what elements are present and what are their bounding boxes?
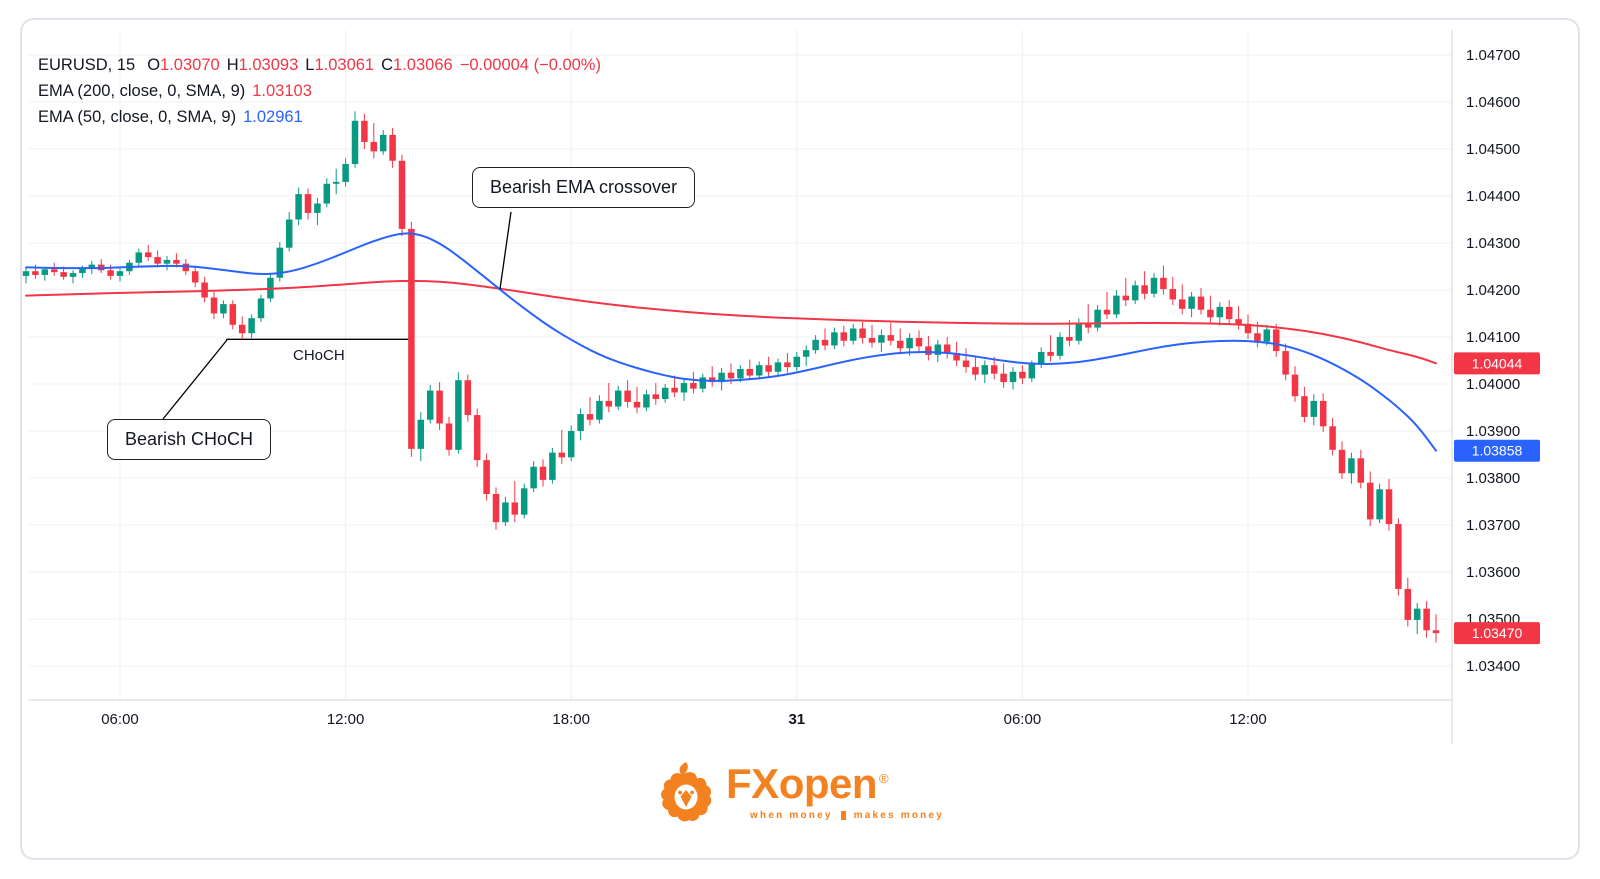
ema50-line[interactable] (25, 232, 1437, 452)
low-value: 1.03061 (314, 56, 375, 74)
close-value: 1.03066 (393, 56, 453, 74)
ema200-line[interactable] (25, 279, 1437, 365)
svg-text:1.03400: 1.03400 (1466, 658, 1520, 675)
svg-text:12:00: 12:00 (1229, 711, 1267, 728)
candles-layer[interactable] (22, 111, 1440, 643)
ema200-value: 1.03103 (252, 82, 312, 100)
high-label: H (226, 56, 239, 74)
wordmark-open: open (778, 760, 878, 807)
price-axis[interactable]: 1.04700 1.04600 1.04500 1.04400 1.04300 1.042… (1466, 47, 1520, 675)
annotation-connectors (162, 211, 512, 420)
low-value-pair: L 1.03061 (305, 56, 374, 75)
choch-label: CHoCH (293, 347, 345, 364)
svg-text:1.03470: 1.03470 (1472, 625, 1523, 641)
svg-text:1.04500: 1.04500 (1466, 141, 1520, 158)
svg-text:06:00: 06:00 (1004, 711, 1042, 728)
ema200-label: EMA (200, close, 0, SMA, 9) (38, 82, 246, 100)
svg-text:1.04000: 1.04000 (1466, 376, 1520, 393)
axis-lines (28, 30, 1453, 744)
fxopen-wordmark: FXopen ® (726, 760, 889, 807)
svg-text:1.03600: 1.03600 (1466, 564, 1520, 581)
ema50-value: 1.02961 (243, 108, 303, 126)
svg-text:1.04700: 1.04700 (1466, 47, 1520, 64)
svg-text:1.04044: 1.04044 (1472, 355, 1523, 371)
svg-text:1.04300: 1.04300 (1466, 235, 1520, 252)
svg-text:1.03800: 1.03800 (1466, 470, 1520, 487)
ema200-legend-row[interactable]: EMA (200, close, 0, SMA, 9) 1.03103 (38, 82, 601, 101)
svg-text:1.04400: 1.04400 (1466, 188, 1520, 205)
svg-text:1.04200: 1.04200 (1466, 282, 1520, 299)
open-label: O (147, 56, 161, 74)
registered-mark: ® (879, 771, 889, 786)
svg-text:1.03858: 1.03858 (1472, 443, 1523, 459)
wordmark-fx: FX (726, 760, 779, 807)
annotation-bearish-choch[interactable]: Bearish CHoCH (107, 419, 272, 460)
svg-text:06:00: 06:00 (101, 711, 139, 728)
svg-text:1.03700: 1.03700 (1466, 517, 1520, 534)
svg-text:1.03900: 1.03900 (1466, 423, 1520, 440)
svg-text:12:00: 12:00 (327, 711, 365, 728)
chart-card (20, 18, 1580, 860)
ema50-label: EMA (50, close, 0, SMA, 9) (38, 108, 237, 126)
time-axis[interactable]: 06:00 12:00 18:00 31 06:00 12:00 (101, 711, 1267, 728)
ema50-legend-row[interactable]: EMA (50, close, 0, SMA, 9) 1.02961 (38, 108, 601, 127)
close-value-pair: C 1.03066 (381, 56, 453, 75)
svg-text:1.04600: 1.04600 (1466, 94, 1520, 111)
svg-text:31: 31 (788, 711, 805, 728)
open-value: 1.03070 (160, 56, 220, 74)
price-badges: 1.04044 1.03858 1.03470 (1454, 352, 1540, 645)
high-value: 1.03093 (238, 56, 299, 74)
tagline-square-icon (840, 811, 846, 820)
change-value: −0.00004 (−0.00%) (459, 56, 601, 74)
svg-text:18:00: 18:00 (552, 711, 590, 728)
fxopen-logo: FXopen ® when money makes money (656, 760, 944, 824)
low-label: L (305, 56, 315, 74)
choch-level-line[interactable]: CHoCH (226, 338, 410, 364)
tagline-right: makes money (853, 810, 944, 821)
svg-text:1.04100: 1.04100 (1466, 329, 1520, 346)
close-label: C (381, 56, 394, 74)
fxopen-lion-icon (660, 762, 712, 822)
tagline-left: when money (750, 810, 833, 821)
fxopen-tagline: when money makes money (750, 810, 944, 821)
annotation-bearish-ema-crossover[interactable]: Bearish EMA crossover (472, 167, 696, 208)
high-value-pair: H 1.03093 (227, 56, 299, 75)
symbol-title: EURUSD, 15 (38, 56, 136, 74)
open-value-pair: O 1.03070 (147, 56, 220, 75)
